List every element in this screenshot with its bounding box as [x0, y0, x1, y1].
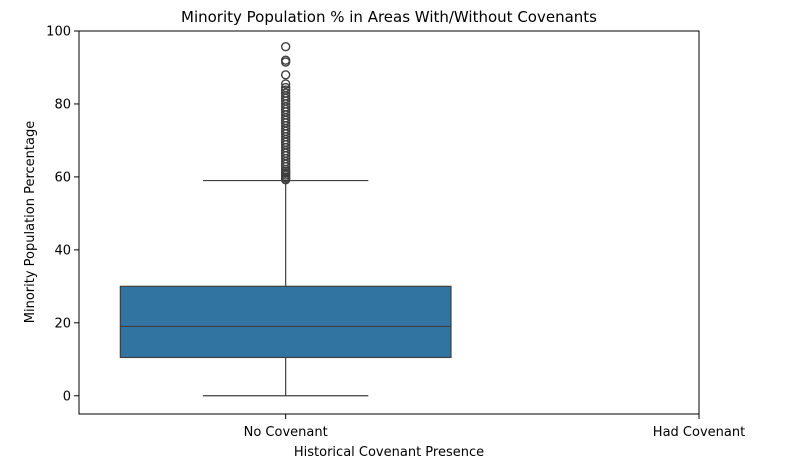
y-axis: 0 20 40 60 80 100 [46, 25, 79, 404]
y-tick-label: 40 [54, 243, 71, 258]
outlier-point [280, 82, 291, 93]
y-tick-label: 0 [63, 389, 71, 404]
plot-frame [78, 30, 700, 415]
outlier-point [280, 85, 291, 95]
y-tick-label: 80 [54, 97, 71, 112]
x-tick-label: Had Covenant [653, 425, 745, 440]
x-axis: No Covenant Had Covenant [244, 414, 745, 440]
x-axis-label: Historical Covenant Presence [294, 445, 484, 460]
outlier-point [280, 79, 291, 89]
outlier-point [280, 70, 291, 80]
y-tick-label: 20 [54, 316, 71, 331]
plot-area [119, 41, 452, 397]
y-axis-label: Minority Population Percentage [23, 121, 38, 323]
outlier-point [280, 88, 291, 98]
chart-title: Minority Population % in Areas With/With… [181, 8, 597, 26]
y-tick-label: 100 [46, 25, 71, 40]
y-tick-label: 60 [54, 170, 71, 185]
box-iqr [119, 285, 452, 359]
x-tick-label: No Covenant [244, 425, 328, 440]
outlier-point [280, 41, 291, 52]
outlier-point [280, 55, 291, 65]
